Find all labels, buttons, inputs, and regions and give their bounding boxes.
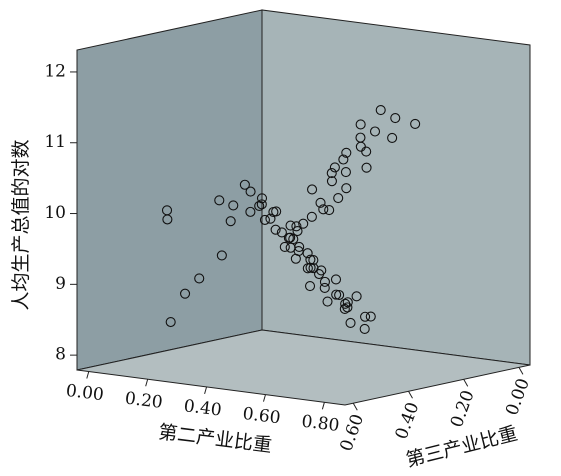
- point: [334, 289, 345, 301]
- point: [326, 176, 337, 187]
- point: [319, 282, 330, 294]
- z-tick-label: 0.60: [336, 412, 368, 454]
- z-tick: [408, 391, 413, 399]
- x-tick-label: 0.40: [183, 396, 223, 420]
- point: [276, 227, 287, 238]
- left-wall: [76, 9, 263, 371]
- point: [302, 263, 313, 274]
- x-tick-label: 0.00: [65, 381, 105, 405]
- point: [314, 268, 325, 280]
- point: [179, 288, 191, 299]
- y-axis-title: 人均生产总值的对数: [10, 139, 32, 310]
- point: [290, 253, 301, 264]
- point: [307, 184, 318, 195]
- y-tick-label: 11: [44, 132, 66, 152]
- x-tick: [145, 379, 149, 387]
- back-wall: [261, 9, 531, 366]
- point: [324, 205, 335, 216]
- point: [270, 224, 281, 235]
- z-tick-label: 0.40: [392, 400, 424, 442]
- point: [294, 241, 305, 252]
- point: [359, 323, 370, 335]
- point: [304, 280, 316, 292]
- point: [285, 220, 296, 231]
- x-tick: [263, 394, 266, 402]
- x-axis-title: 第二产业比重: [157, 421, 273, 457]
- z-tick: [518, 367, 524, 375]
- point: [292, 225, 303, 237]
- point: [340, 167, 351, 178]
- point: [330, 274, 342, 285]
- point: [279, 241, 290, 253]
- point: [338, 154, 349, 165]
- z-tick-label: 0.00: [502, 376, 534, 418]
- point: [322, 296, 333, 307]
- y-tick-label: 10: [44, 203, 66, 223]
- point: [351, 291, 362, 302]
- point: [245, 206, 256, 217]
- point: [333, 193, 344, 204]
- z-tick: [463, 379, 469, 387]
- point: [308, 255, 319, 266]
- point: [331, 289, 342, 300]
- point: [268, 206, 279, 218]
- point: [361, 162, 372, 173]
- point: [306, 211, 317, 222]
- point: [375, 104, 386, 116]
- point: [245, 186, 256, 197]
- point: [355, 119, 366, 130]
- point: [340, 298, 351, 309]
- point: [341, 183, 352, 194]
- point: [410, 118, 421, 129]
- point: [162, 214, 173, 225]
- point: [283, 232, 294, 243]
- x-tick: [204, 386, 208, 395]
- point: [355, 132, 366, 143]
- z-tick: [352, 402, 358, 411]
- point: [308, 263, 319, 274]
- point: [360, 311, 371, 322]
- point: [165, 316, 176, 328]
- point: [265, 213, 276, 224]
- point: [214, 195, 225, 206]
- floor: [76, 329, 531, 406]
- point: [390, 113, 401, 124]
- y-tick-label: 8: [55, 345, 66, 365]
- y-tick-label: 12: [44, 61, 66, 81]
- point: [259, 214, 270, 225]
- x-tick: [321, 402, 325, 410]
- point: [339, 303, 350, 315]
- point: [387, 132, 398, 143]
- point: [315, 197, 326, 208]
- x-tick: [86, 371, 90, 379]
- point: [302, 248, 313, 259]
- point: [239, 179, 250, 190]
- point: [225, 216, 236, 227]
- point: [298, 218, 309, 229]
- point: [228, 200, 239, 211]
- point: [365, 311, 376, 322]
- y-tick-label: 9: [55, 274, 66, 294]
- z-tick-label: 0.20: [447, 388, 479, 430]
- point: [369, 126, 381, 137]
- point: [291, 221, 302, 232]
- x-tick-label: 0.60: [242, 404, 282, 428]
- point: [288, 234, 299, 245]
- point: [342, 297, 353, 308]
- point: [326, 168, 337, 179]
- point: [345, 317, 356, 328]
- z-axis-title: 第三产业比重: [404, 423, 520, 472]
- point: [318, 204, 329, 215]
- point: [341, 147, 352, 158]
- point: [216, 250, 227, 261]
- point: [256, 199, 267, 210]
- point: [319, 276, 330, 287]
- point: [194, 273, 205, 284]
- point: [329, 162, 340, 173]
- x-tick-label: 0.20: [124, 389, 164, 413]
- x-tick-label: 0.80: [300, 412, 340, 436]
- point: [254, 200, 265, 211]
